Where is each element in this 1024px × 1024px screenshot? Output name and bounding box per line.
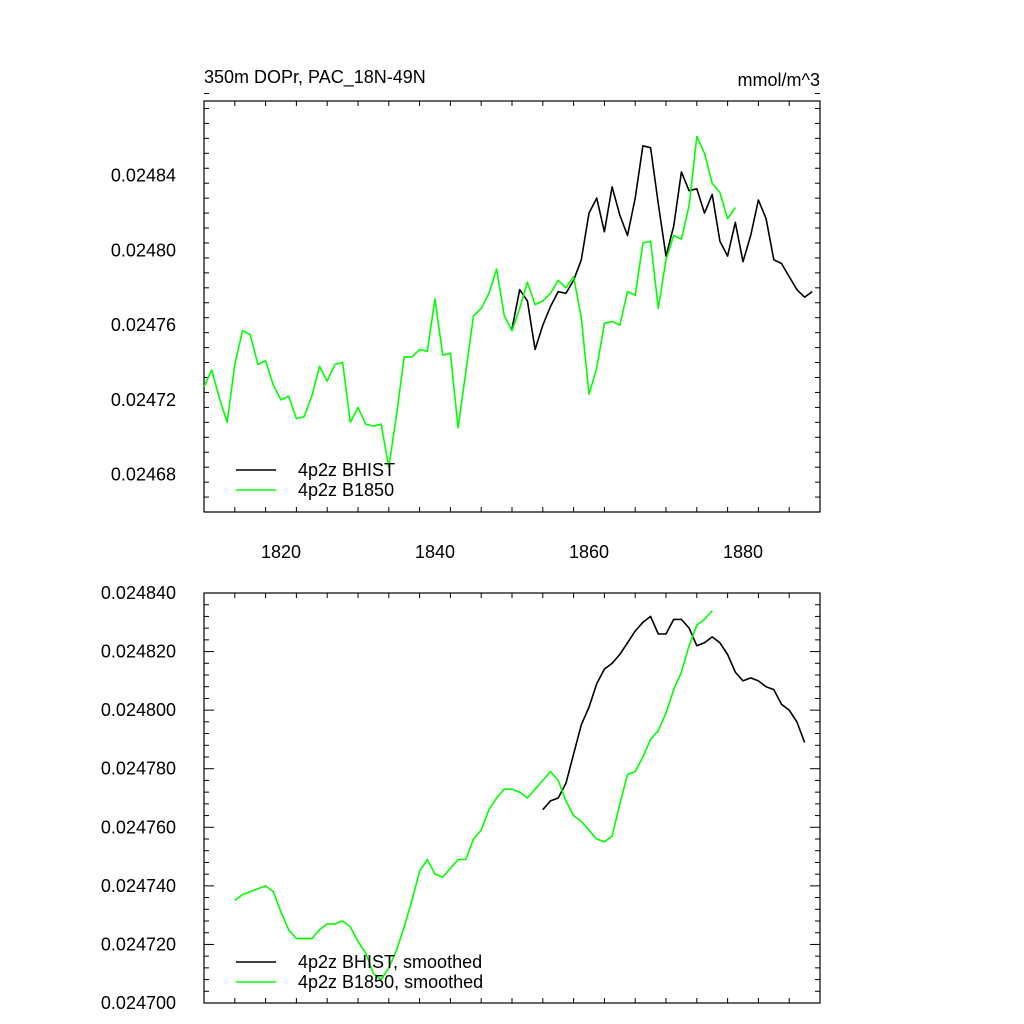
y-tick-label: 0.024840 [101,583,176,603]
x-tick-label: 1840 [415,542,455,562]
bottom-legend: 4p2z BHIST, smoothed 4p2z B1850, smoothe… [236,952,483,992]
bottom-series-lines [234,610,806,981]
top-plot-frame [203,100,821,513]
top-series-lines [203,135,813,469]
series-line-4p2z-bhist [511,145,813,351]
top-panel: 350m DOPr, PAC_18N-49N mmol/m^3 1820 1840… [111,67,821,562]
y-tick-label: 0.024700 [101,993,176,1013]
legend-label-b1850: 4p2z B1850 [298,480,394,500]
bottom-panel: 0.024700 0.024720 0.024740 0.024760 0.024780… [101,583,821,1013]
x-tick-label: 1860 [569,542,609,562]
series-line-4p2z-b1850-smoothed [234,610,713,981]
y-tick-label: 0.024780 [101,759,176,779]
top-panel-units: mmol/m^3 [738,70,820,90]
bottom-axis-ticks: 0.024700 0.024720 0.024740 0.024760 0.024780… [101,583,821,1013]
y-tick-label: 0.024760 [101,817,176,837]
y-tick-label: 0.02476 [111,315,176,335]
legend-label-bhist: 4p2z BHIST [298,460,395,480]
series-line-4p2z-bhist-smoothed [542,615,806,811]
top-legend: 4p2z BHIST 4p2z B1850 [236,460,395,500]
y-tick-label: 0.02472 [111,390,176,410]
y-tick-label: 0.024740 [101,876,176,896]
y-tick-label: 0.02480 [111,240,176,260]
top-axis-ticks: 1820 1840 1860 1880 0.02468 0.02472 0.02476 0.0… [111,93,821,562]
x-tick-label: 1820 [261,542,301,562]
y-tick-label: 0.02468 [111,465,176,485]
y-tick-label: 0.024800 [101,700,176,720]
legend-label-bhist-smoothed: 4p2z BHIST, smoothed [298,952,482,972]
y-tick-label: 0.02484 [111,166,176,186]
legend-label-b1850-smoothed: 4p2z B1850, smoothed [298,972,483,992]
series-line-4p2z-b1850 [203,135,736,469]
y-tick-label: 0.024820 [101,642,176,662]
x-tick-label: 1880 [723,542,763,562]
top-panel-title: 350m DOPr, PAC_18N-49N [204,67,426,88]
y-tick-label: 0.024720 [101,934,176,954]
